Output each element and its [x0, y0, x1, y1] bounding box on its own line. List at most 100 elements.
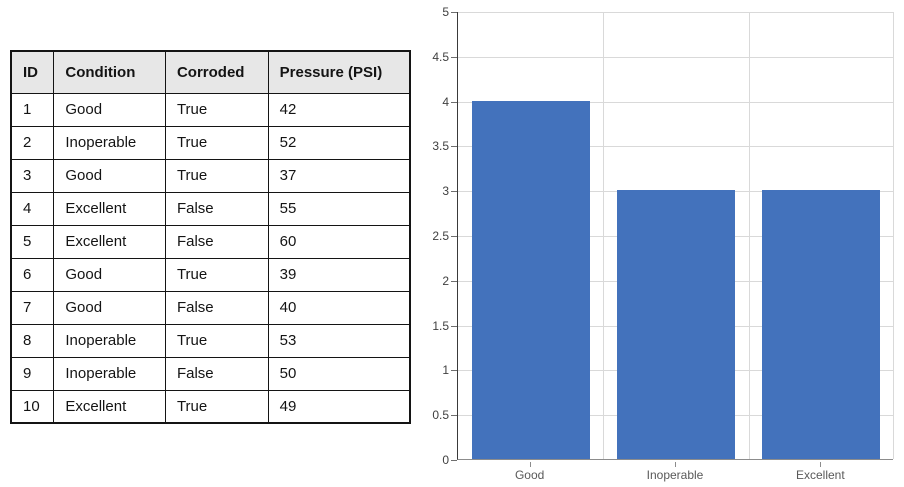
table-row: 9 Inoperable False 50 [10, 356, 411, 391]
table-cell: True [164, 323, 269, 358]
horizontal-gridline [458, 56, 893, 58]
horizontal-gridline [458, 370, 893, 372]
bar-excellent [762, 190, 881, 459]
table-cell: 8 [10, 323, 55, 358]
table-cell: 60 [267, 224, 411, 259]
horizontal-gridline [458, 146, 893, 148]
column-header: ID [10, 50, 55, 94]
y-axis-tick-mark [451, 280, 457, 282]
table-cell: True [164, 158, 269, 193]
table-cell: True [164, 257, 269, 292]
table-cell: 50 [267, 356, 411, 391]
table-body: 1 Good True 42 2 Inoperable True 52 3 Good True 37 4… [10, 92, 411, 424]
y-axis-tick-label: 2.5 [432, 229, 449, 243]
bar-inoperable [617, 190, 735, 459]
table-cell: Excellent [53, 224, 166, 259]
table-cell: 3 [10, 158, 55, 193]
table-cell: Inoperable [53, 356, 166, 391]
table-cell: 9 [10, 356, 55, 391]
table-cell: 7 [10, 290, 55, 325]
table-row: 4 Excellent False 55 [10, 191, 411, 226]
y-axis-tick-mark [451, 191, 457, 193]
table-cell: 42 [267, 92, 411, 127]
table-cell: Good [53, 290, 166, 325]
column-header: Corroded [164, 50, 269, 94]
y-axis-tick-label: 1.5 [432, 318, 449, 333]
pipe-data-table-container: ID Condition Corroded Pressure (PSI) 1 Good T… [10, 50, 411, 424]
table-cell: 37 [267, 158, 411, 193]
table-cell: Good [53, 257, 166, 292]
horizontal-gridline [458, 280, 893, 282]
chart-plot-area [457, 12, 894, 460]
table-cell: False [164, 356, 269, 391]
x-axis-category-label: Excellent [795, 468, 845, 482]
y-axis-tick-label: 3 [442, 184, 449, 199]
table-cell: Inoperable [53, 323, 166, 358]
y-axis-tick-label: 2 [442, 273, 449, 288]
y-axis-tick-mark [451, 101, 457, 103]
y-axis-tick-label: 0.5 [432, 408, 449, 423]
x-axis-tick-mark [529, 461, 531, 467]
y-axis-tick-mark [451, 460, 457, 461]
column-header: Pressure (PSI) [267, 50, 411, 94]
y-axis-tick-mark [451, 236, 457, 237]
horizontal-gridline [458, 415, 893, 417]
table-cell: Inoperable [53, 125, 166, 160]
table-cell: False [164, 224, 269, 259]
x-axis-category-label: Good [514, 468, 545, 482]
table-row: ID Condition Corroded Pressure (PSI) [10, 50, 411, 94]
table-row: 1 Good True 42 [10, 92, 411, 127]
table-cell: 1 [10, 92, 55, 127]
y-axis-tick-label: 3.5 [432, 139, 449, 154]
table-row: 10 Excellent True 49 [10, 389, 411, 424]
y-axis-tick-mark [451, 56, 457, 58]
y-axis-tick-label: 0 [442, 453, 449, 467]
column-header: Condition [53, 50, 166, 94]
table-cell: False [164, 191, 269, 226]
table-header-row: ID Condition Corroded Pressure (PSI) [10, 50, 411, 94]
y-axis-tick-mark [451, 325, 457, 327]
horizontal-gridline [458, 12, 893, 13]
table-row: 5 Excellent False 60 [10, 224, 411, 259]
y-axis-tick-label: 4 [442, 94, 449, 109]
x-axis-tick-mark [820, 461, 822, 467]
x-axis-tick-mark [675, 461, 676, 467]
table-cell: Good [53, 158, 166, 193]
table-row: 6 Good True 39 [10, 257, 411, 292]
table-cell: False [164, 290, 269, 325]
vertical-gridline [603, 12, 605, 459]
horizontal-gridline [458, 101, 893, 103]
table-cell: 2 [10, 125, 55, 160]
table-cell: 40 [267, 290, 411, 325]
table-cell: 39 [267, 257, 411, 292]
table-cell: 10 [10, 389, 55, 424]
table-cell: 5 [10, 224, 55, 259]
horizontal-gridline [458, 236, 893, 237]
vertical-gridline [748, 12, 750, 459]
y-axis-tick-mark [451, 146, 457, 148]
table-row: 2 Inoperable True 52 [10, 125, 411, 160]
horizontal-gridline [458, 325, 893, 327]
table-cell: 6 [10, 257, 55, 292]
table-row: 8 Inoperable True 53 [10, 323, 411, 358]
table-cell: Excellent [53, 191, 166, 226]
y-axis-tick-mark [451, 415, 457, 417]
table-cell: Excellent [53, 389, 166, 424]
table-row: 7 Good False 40 [10, 290, 411, 325]
bar-good [471, 100, 590, 459]
y-axis-tick-label: 4.5 [432, 49, 449, 64]
table-cell: True [164, 92, 269, 127]
y-axis-tick-mark [451, 12, 457, 13]
table-cell: True [164, 389, 269, 424]
y-axis-tick-label: 1 [442, 363, 449, 378]
table-row: 3 Good True 37 [10, 158, 411, 193]
table-cell: True [164, 125, 269, 160]
table-cell: 55 [267, 191, 411, 226]
table-cell: 49 [267, 389, 411, 424]
table-cell: Good [53, 92, 166, 127]
y-axis-tick-label: 5 [442, 5, 449, 19]
x-axis-category-label: Inoperable [646, 468, 704, 482]
table-cell: 4 [10, 191, 55, 226]
y-axis-tick-mark [451, 370, 457, 372]
vertical-gridline [893, 12, 894, 459]
